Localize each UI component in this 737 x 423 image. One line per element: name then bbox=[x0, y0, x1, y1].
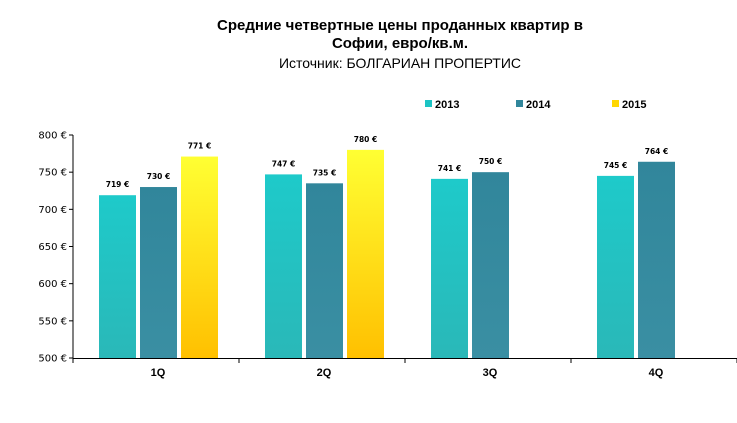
bar-2013-3Q bbox=[431, 178, 468, 358]
data-label: 741 € bbox=[438, 164, 462, 173]
y-tick-label: 650 € bbox=[38, 242, 67, 253]
x-category-label: 1Q bbox=[151, 367, 166, 379]
bar-2015-1Q bbox=[181, 156, 218, 358]
bars: 719 € 730 € 771 € 747 € 735 € 780 € 741 € 750 €… bbox=[99, 135, 675, 358]
bar-2015-2Q bbox=[347, 149, 384, 358]
legend-label-2014: 2014 bbox=[526, 99, 551, 111]
chart-title-line-1: Средние четвертные цены проданных кварти… bbox=[217, 17, 583, 34]
bar-2014-4Q bbox=[638, 161, 675, 358]
legend-label-2015: 2015 bbox=[622, 99, 646, 111]
data-label: 747 € bbox=[272, 159, 296, 168]
chart-title-line-2: Софии, евро/кв.м. bbox=[332, 35, 468, 52]
legend: 2013 2014 2015 bbox=[425, 99, 646, 111]
bar-2014-1Q bbox=[140, 187, 177, 358]
y-tick-label: 700 € bbox=[38, 205, 67, 216]
y-axis: 500 € 550 € 600 € 650 € 700 € 750 € 800 € bbox=[38, 131, 74, 365]
y-tick-label: 550 € bbox=[38, 316, 67, 327]
bar-2014-3Q bbox=[472, 172, 509, 358]
data-label: 730 € bbox=[147, 172, 171, 181]
bar-2013-4Q bbox=[597, 175, 634, 358]
data-label: 750 € bbox=[479, 157, 503, 166]
data-label: 745 € bbox=[604, 161, 628, 170]
data-label: 719 € bbox=[106, 180, 130, 189]
y-tick-label: 750 € bbox=[38, 168, 67, 179]
data-label: 780 € bbox=[354, 135, 378, 144]
x-category-label: 2Q bbox=[317, 367, 332, 379]
x-axis: 1Q 2Q 3Q 4Q bbox=[72, 358, 737, 379]
bar-2013-1Q bbox=[99, 195, 136, 358]
legend-swatch-2015 bbox=[612, 100, 619, 107]
x-category-label: 4Q bbox=[649, 367, 664, 379]
y-tick-label: 500 € bbox=[38, 354, 67, 365]
y-tick-label: 800 € bbox=[38, 131, 67, 142]
x-category-label: 3Q bbox=[483, 367, 498, 379]
chart-subtitle: Источник: БОЛГАРИАН ПРОПЕРТИС bbox=[279, 55, 521, 71]
data-label: 764 € bbox=[645, 147, 669, 156]
legend-swatch-2013 bbox=[425, 100, 432, 107]
y-tick-label: 600 € bbox=[38, 279, 67, 290]
bar-2014-2Q bbox=[306, 183, 343, 358]
legend-swatch-2014 bbox=[516, 100, 523, 107]
legend-label-2013: 2013 bbox=[435, 99, 459, 111]
bar-2013-2Q bbox=[265, 174, 302, 358]
data-label: 771 € bbox=[188, 142, 212, 151]
data-label: 735 € bbox=[313, 168, 337, 177]
